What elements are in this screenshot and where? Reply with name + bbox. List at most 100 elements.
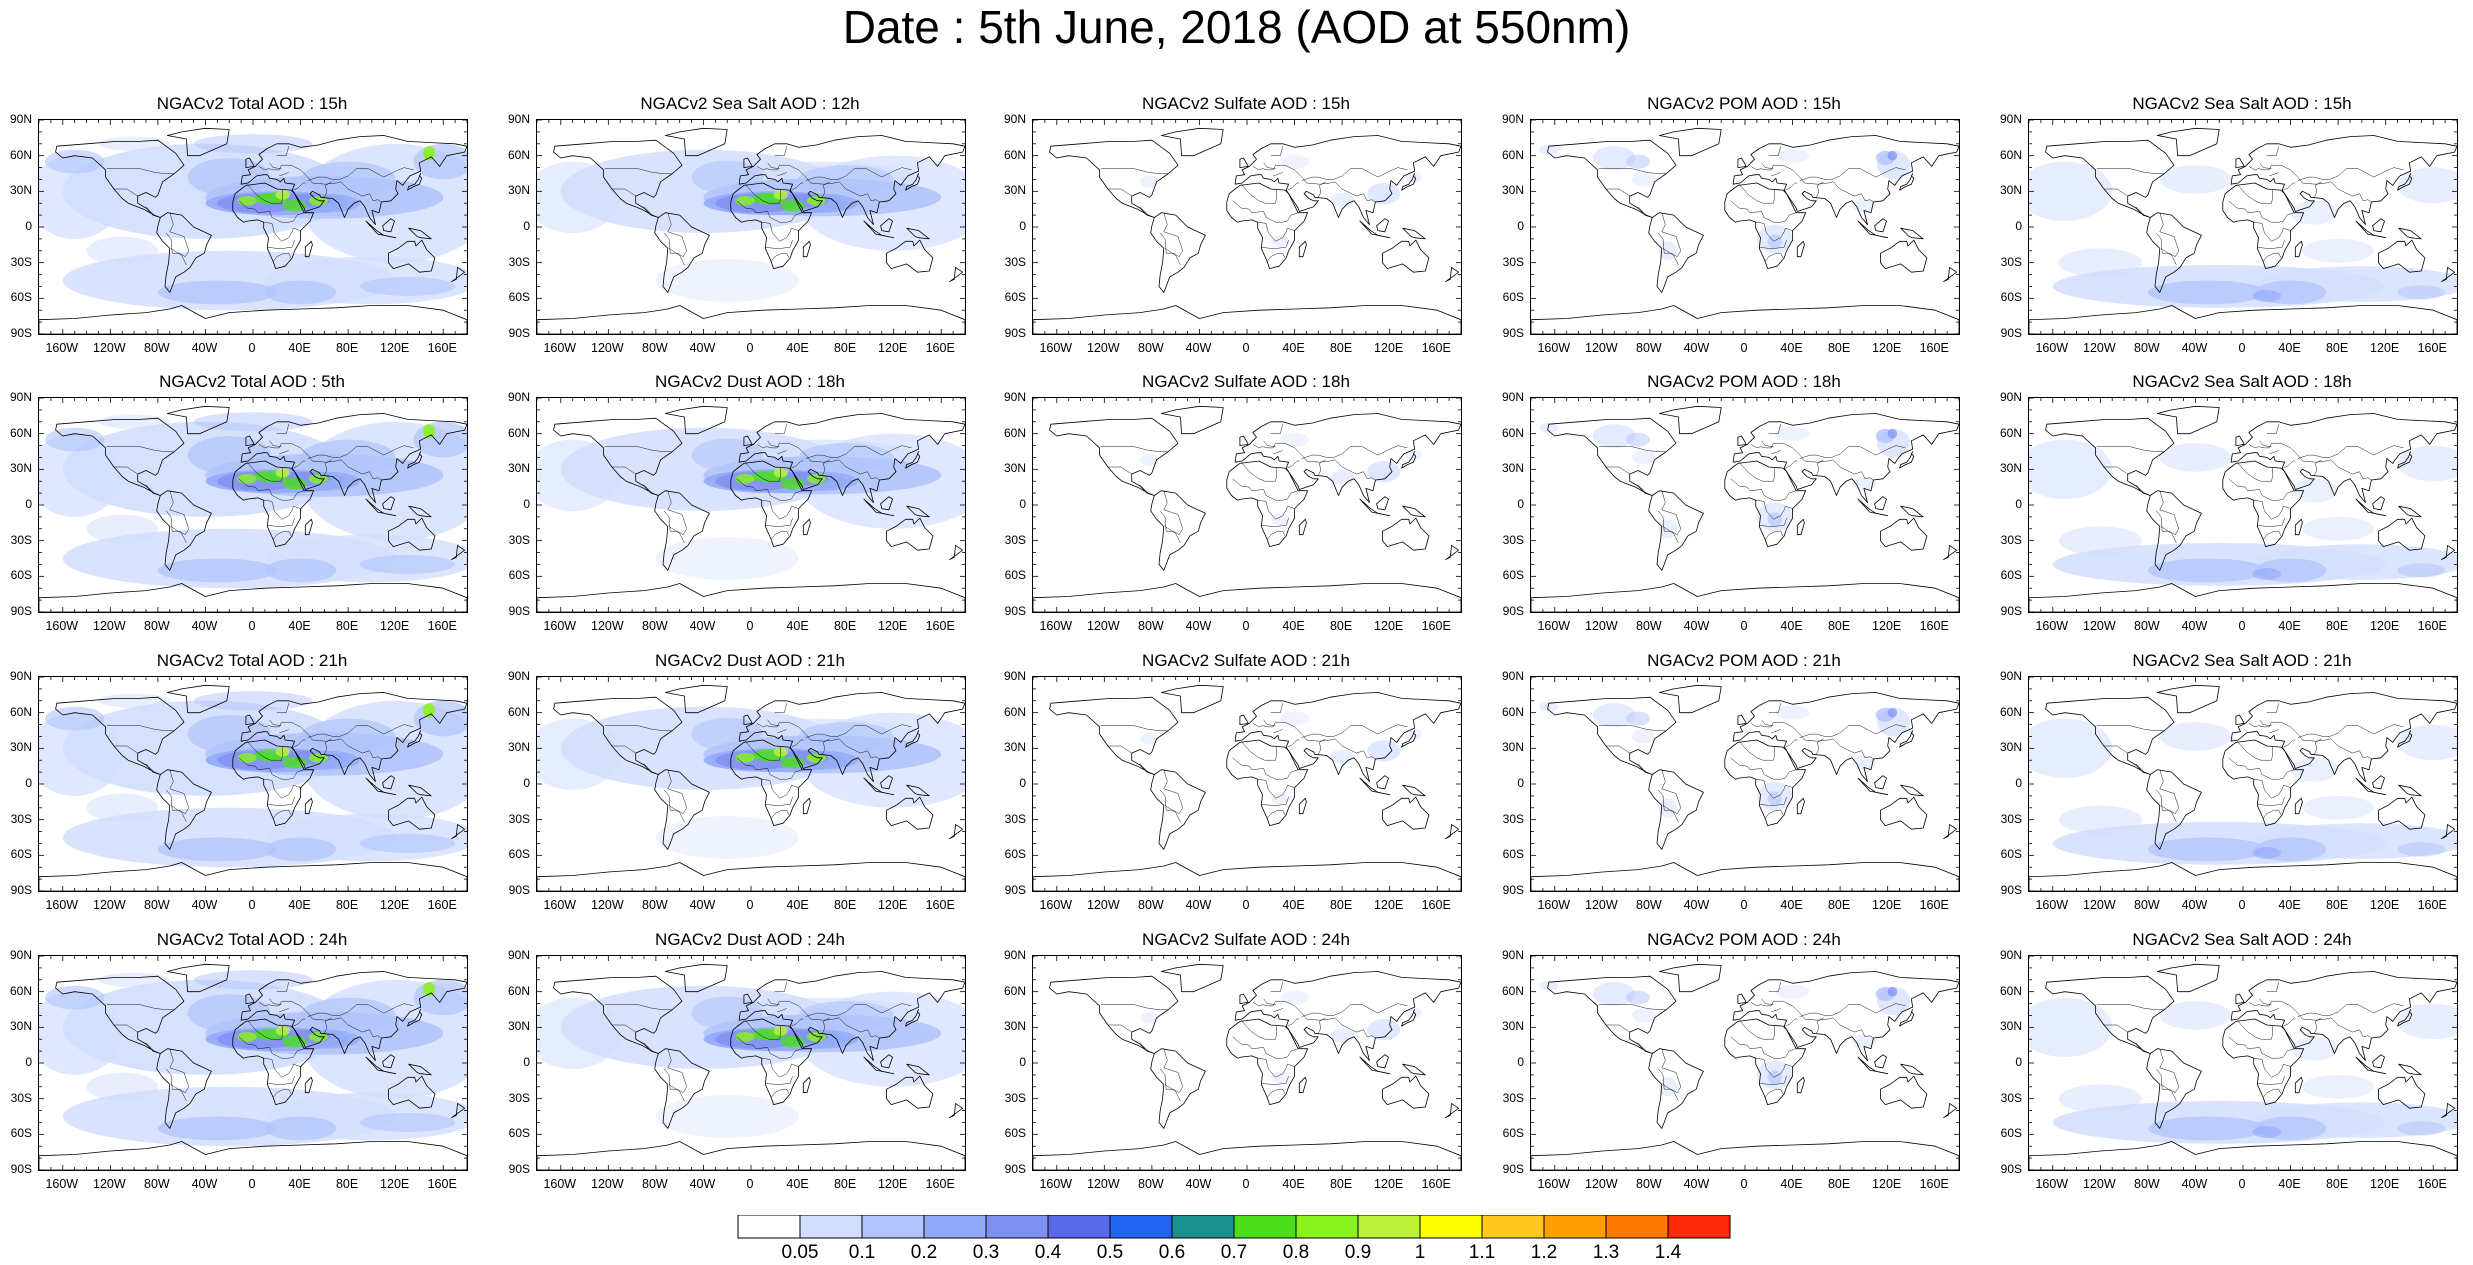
aod-contour xyxy=(1330,470,1354,485)
coastline-nz xyxy=(451,544,466,561)
longitude-tick-label: 160E xyxy=(925,619,955,633)
coastline-nz xyxy=(1445,823,1460,840)
colorbar-tick-label: 0.9 xyxy=(1344,1242,1372,1263)
longitude-tick-label: 80E xyxy=(335,619,359,633)
latitude-tick-label: 0 xyxy=(523,219,530,233)
coastline-eurasia xyxy=(738,413,965,503)
latitude-tick-label: 30S xyxy=(2000,1090,2022,1105)
coastline-borneo xyxy=(1874,775,1887,790)
coastline-samerica xyxy=(654,769,710,850)
map-svg xyxy=(2029,398,2457,612)
coastline-borneo xyxy=(382,1054,395,1069)
border-line xyxy=(2236,184,2273,204)
map-svg xyxy=(2029,677,2457,891)
coastline-indonesia xyxy=(1359,777,1391,796)
latitude-tick-label: 60N xyxy=(9,983,32,998)
latitude-tick-label: 90N xyxy=(1501,112,1524,126)
longitude-tick-label: 120W xyxy=(591,1177,624,1191)
border-line xyxy=(2259,440,2272,447)
coastline-indonesia xyxy=(365,220,397,239)
coastlines xyxy=(537,405,965,612)
border-line xyxy=(1785,739,1798,748)
longitude-tick-label: 80E xyxy=(335,898,359,912)
border-line xyxy=(269,719,282,726)
border-line xyxy=(1598,725,1666,731)
aod-contour xyxy=(2397,285,2446,300)
coastline-uk xyxy=(2235,714,2245,725)
aod-contour xyxy=(2058,526,2142,555)
aod-contour xyxy=(1140,732,1159,745)
border-line xyxy=(273,809,292,819)
border-line xyxy=(2156,212,2180,258)
latitude-tick-label: 0 xyxy=(1019,1055,1026,1069)
map-svg xyxy=(2029,120,2457,334)
longitude-tick-label: 80W xyxy=(2134,1177,2160,1191)
colorbar-tick-label: 0.6 xyxy=(1158,1242,1186,1263)
border-line xyxy=(1107,745,1132,754)
country-borders xyxy=(1100,982,1408,1102)
border-line xyxy=(664,212,688,258)
border-line xyxy=(2257,1076,2285,1085)
latitude-tick-label: 60S xyxy=(2000,1126,2022,1141)
longitude-tick-label: 120W xyxy=(1585,898,1618,912)
longitude-tick-label: 160E xyxy=(2417,1177,2447,1191)
longitude-tick-label: 40E xyxy=(1780,619,1803,633)
coastline-uk xyxy=(743,157,753,168)
coastline-madagascar xyxy=(802,518,811,536)
aod-contour xyxy=(1140,175,1159,188)
axis-ticks xyxy=(1033,956,1461,1170)
border-line xyxy=(1160,769,1184,815)
coastlines xyxy=(537,684,965,891)
longitude-tick-label: 160E xyxy=(2417,898,2447,912)
border-line xyxy=(238,200,305,223)
coastline-antarctica xyxy=(1531,862,1959,891)
coastline-greenland xyxy=(1160,127,1224,157)
longitude-tick-label: 0 xyxy=(1242,1177,1250,1191)
colorbar-tick-label: 1.4 xyxy=(1654,1242,1682,1263)
longitude-tick-label: 40E xyxy=(1282,619,1305,633)
aod-contour xyxy=(2397,1121,2446,1136)
coastline-greenland xyxy=(1160,963,1224,993)
latitude-tick-label: 90N xyxy=(507,390,530,404)
coastline-indonesia xyxy=(1359,1056,1391,1075)
longitude-tick-label: 120W xyxy=(1087,341,1120,355)
latitude-tick-label: 90S xyxy=(1004,1162,1026,1176)
latitude-tick-label: 30N xyxy=(1999,1019,2022,1034)
longitude-tick-label: 120W xyxy=(93,619,126,633)
latitude-tick-label: 30S xyxy=(1004,1090,1026,1105)
border-line xyxy=(1816,738,1824,755)
coastline-australia xyxy=(2378,1075,2426,1109)
border-line xyxy=(279,1008,289,1013)
border-line xyxy=(1270,703,1283,713)
panel-title: NGACv2 Sea Salt AOD : 18h xyxy=(2132,372,2352,391)
latitude-tick-label: 90N xyxy=(507,112,530,126)
latitude-tick-label: 30N xyxy=(507,1019,530,1034)
aod-contour xyxy=(264,1116,337,1141)
coastline-japan xyxy=(2397,173,2413,191)
aod-contour xyxy=(86,793,158,823)
latitude-tick-label: 60N xyxy=(1999,983,2022,998)
border-line xyxy=(1768,146,1781,156)
border-line xyxy=(744,184,781,204)
border-line xyxy=(771,252,790,262)
coastline-africa xyxy=(232,460,315,548)
coastline-nz xyxy=(949,823,964,840)
axis-ticks xyxy=(2029,398,2457,612)
longitude-tick-label: 120W xyxy=(93,898,126,912)
border-line xyxy=(2156,490,2180,536)
colorbar-swatch xyxy=(1543,1214,1607,1239)
colorbar-swatch xyxy=(1233,1214,1297,1239)
coastline-uk xyxy=(1737,714,1747,725)
axis-ticks xyxy=(1531,677,1959,891)
latitude-tick-label: 90N xyxy=(507,669,530,683)
aod-contour xyxy=(308,196,328,206)
coastline-antarctica xyxy=(1531,1141,1959,1170)
coastline-greenland xyxy=(2156,684,2220,714)
border-line xyxy=(643,1042,652,1051)
axis-ticks xyxy=(1531,398,1959,612)
border-line xyxy=(2228,757,2295,780)
longitude-tick-label: 160W xyxy=(45,341,79,355)
coastline-australia xyxy=(1382,239,1430,273)
border-line xyxy=(1257,778,1295,799)
coastline-newguinea xyxy=(1402,1063,1426,1076)
